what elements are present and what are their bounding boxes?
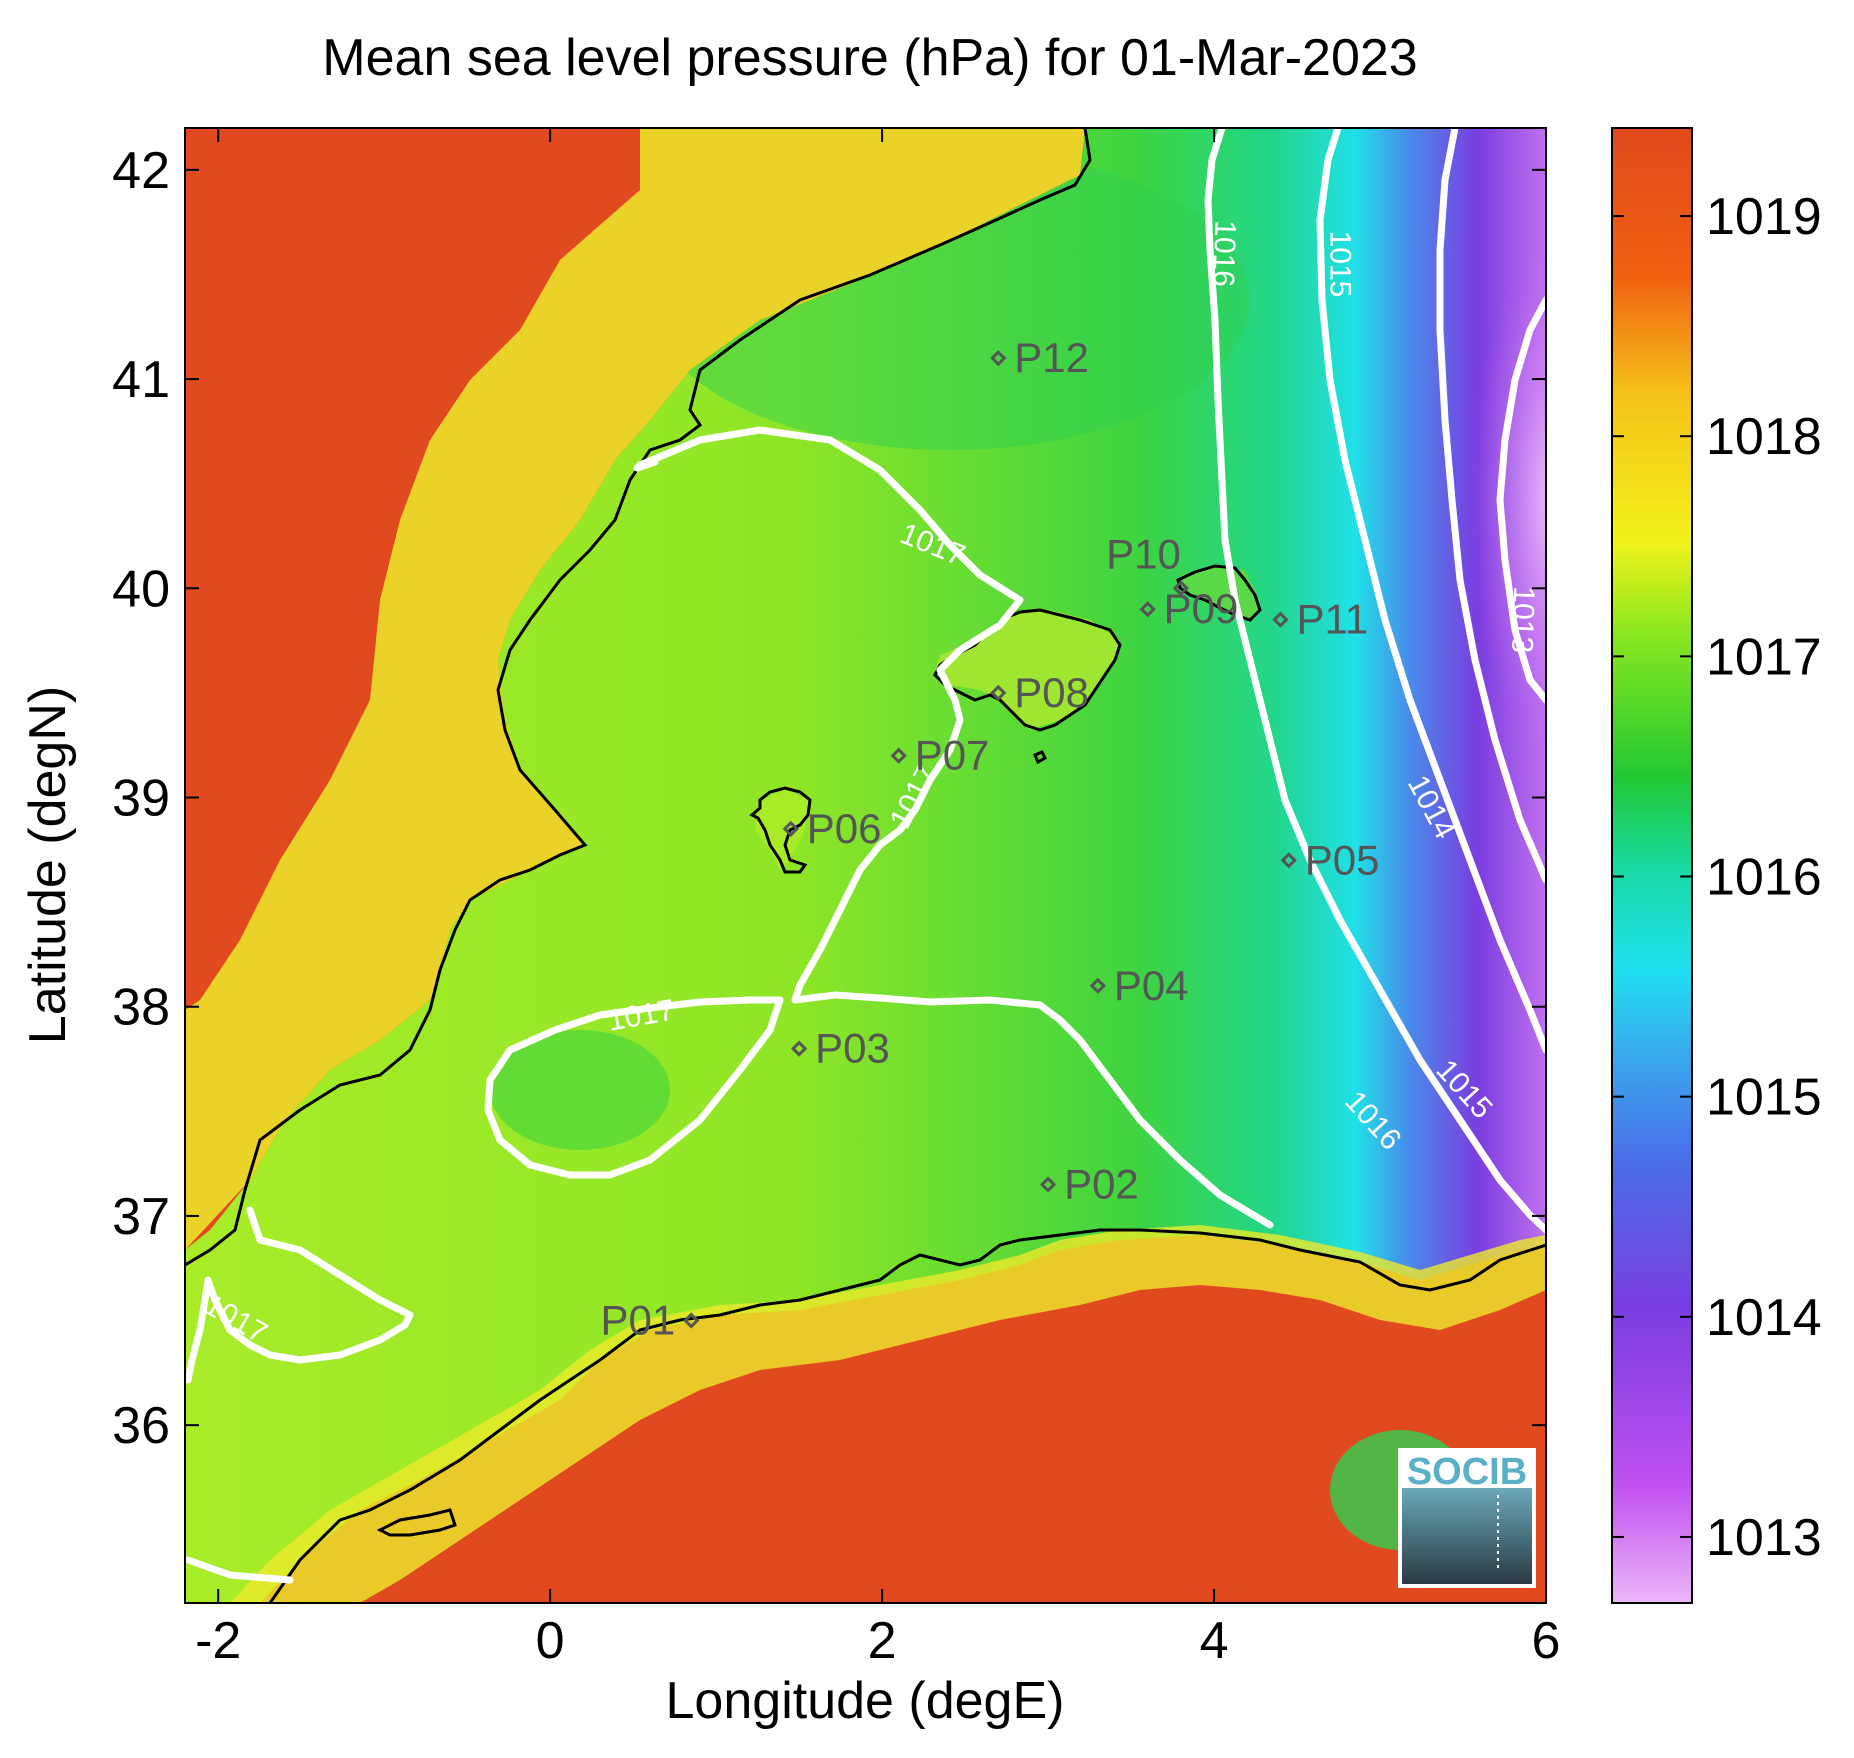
station-label: P03 bbox=[815, 1025, 890, 1072]
station-p07[interactable]: P07 bbox=[890, 732, 990, 779]
station-label: P10 bbox=[1106, 530, 1181, 577]
station-marker bbox=[990, 350, 1007, 367]
x-tick-label: 2 bbox=[868, 1612, 897, 1670]
y-tick-label: 39 bbox=[112, 770, 170, 828]
east-low-pressure-core bbox=[1470, 243, 1546, 757]
station-marker bbox=[1272, 611, 1289, 628]
contour-1017-southwest-loop bbox=[185, 1206, 414, 1384]
y-axis-label: Latitude (degN) bbox=[19, 686, 77, 1044]
station-label: P12 bbox=[1014, 334, 1089, 381]
iberia-highland-patch bbox=[185, 128, 510, 940]
station-label: P11 bbox=[1296, 596, 1368, 643]
x-axis-label: Longitude (degE) bbox=[666, 1672, 1065, 1730]
station-marker bbox=[1280, 852, 1297, 869]
colorbar-fill bbox=[1611, 127, 1693, 1604]
contour-1015 bbox=[1316, 128, 1546, 1054]
ibiza-land bbox=[755, 790, 810, 870]
station-label: P06 bbox=[807, 805, 882, 852]
colorbar-ticks: 1013 1014 1015 1016 1017 1018 1019 bbox=[1612, 188, 1822, 1567]
stations: P01 P02 P03 P04 P05 P06 P07 P08 P09 P10 P11 P12 bbox=[600, 334, 1379, 1343]
station-p11[interactable]: P11 bbox=[1272, 596, 1368, 643]
station-label: P04 bbox=[1114, 962, 1189, 1009]
alboran-island-coastline bbox=[376, 1508, 457, 1537]
colorbar-tick-label: 1014 bbox=[1706, 1289, 1822, 1347]
y-tick-label: 41 bbox=[112, 351, 170, 409]
station-label: P05 bbox=[1305, 836, 1380, 883]
coastlines bbox=[185, 128, 1546, 1603]
socib-logo-text: SOCIB bbox=[1407, 1451, 1527, 1493]
pressure-contours bbox=[185, 128, 1546, 1584]
station-p08[interactable]: P08 bbox=[990, 669, 1089, 716]
socib-logo: SOCIB bbox=[1398, 1448, 1536, 1588]
station-marker bbox=[990, 684, 1007, 702]
station-label: P08 bbox=[1014, 669, 1089, 716]
africa-land bbox=[260, 1235, 1546, 1603]
y-axis: 36 37 38 39 40 41 42 bbox=[112, 142, 1546, 1455]
station-p10[interactable]: P10 bbox=[1106, 530, 1189, 597]
contour-label: 1015 bbox=[1324, 231, 1357, 298]
contour-1013 bbox=[1496, 296, 1546, 704]
station-label: P07 bbox=[915, 732, 990, 779]
menorca-coastline bbox=[1176, 564, 1262, 622]
colorbar-tick-label: 1016 bbox=[1706, 849, 1822, 907]
colorbar-tick-label: 1017 bbox=[1706, 628, 1822, 686]
cabrera-coastline bbox=[1033, 750, 1047, 765]
y-tick-label: 36 bbox=[112, 1397, 170, 1455]
contour-1017-inner-loop bbox=[484, 996, 784, 1179]
y-tick-label: 42 bbox=[112, 142, 170, 200]
station-p01[interactable]: P01 bbox=[600, 1297, 700, 1344]
station-p12[interactable]: P12 bbox=[990, 334, 1089, 381]
station-p04[interactable]: P04 bbox=[1089, 962, 1189, 1009]
africa-coastal-band bbox=[230, 1225, 1546, 1603]
iberia-coastal-band bbox=[185, 128, 1085, 1250]
station-label: P09 bbox=[1164, 585, 1239, 632]
station-p02[interactable]: P02 bbox=[1039, 1161, 1139, 1208]
station-p05[interactable]: P05 bbox=[1280, 836, 1380, 883]
y-tick-label: 40 bbox=[112, 560, 170, 618]
station-marker bbox=[790, 1040, 808, 1057]
station-marker bbox=[1039, 1176, 1057, 1193]
x-tick-label: 4 bbox=[1200, 1612, 1229, 1670]
colorbar-tick-label: 1018 bbox=[1706, 408, 1822, 466]
colorbar: 1013 1014 1015 1016 1017 1018 1019 bbox=[1611, 127, 1822, 1604]
station-marker bbox=[683, 1312, 700, 1329]
x-tick-label: 6 bbox=[1532, 1612, 1561, 1670]
colorbar-tick-label: 1019 bbox=[1706, 188, 1822, 246]
map-frame bbox=[184, 127, 1547, 1604]
contour-1016 bbox=[1204, 128, 1546, 1234]
station-label: P02 bbox=[1064, 1161, 1139, 1208]
iberia-coastline bbox=[185, 128, 1092, 1267]
contour-1017-northwest-fragment bbox=[633, 458, 659, 472]
station-label: P01 bbox=[600, 1297, 675, 1344]
x-axis: -2 0 2 4 6 bbox=[195, 128, 1560, 1670]
contour-1017-corner-fragment bbox=[185, 1556, 294, 1584]
socib-logo-panel bbox=[1402, 1488, 1532, 1584]
x-tick-label: 0 bbox=[536, 1612, 565, 1670]
station-marker bbox=[1172, 580, 1189, 597]
ibiza-coastline bbox=[749, 786, 812, 874]
contour-label: 1013 bbox=[1505, 586, 1540, 654]
station-marker bbox=[782, 820, 799, 838]
contour-label: 1016 bbox=[1206, 220, 1241, 288]
colorbar-tick-label: 1015 bbox=[1706, 1069, 1822, 1127]
africa-coastline bbox=[268, 1228, 1546, 1603]
contour-1017-lower-branch bbox=[791, 991, 1274, 1229]
mallorca-coastline bbox=[933, 608, 1122, 732]
x-tick-label: -2 bbox=[195, 1612, 241, 1670]
station-p03[interactable]: P03 bbox=[790, 1025, 890, 1072]
contour-1017-west-loop bbox=[636, 426, 1024, 1004]
station-p09[interactable]: P09 bbox=[1139, 585, 1239, 632]
station-marker bbox=[890, 747, 907, 764]
sea-green-patch bbox=[490, 1030, 670, 1150]
station-marker bbox=[1089, 977, 1106, 994]
colorbar-tick-label: 1013 bbox=[1706, 1509, 1822, 1567]
y-tick-label: 38 bbox=[112, 979, 170, 1037]
station-marker bbox=[1139, 601, 1156, 618]
station-p06[interactable]: P06 bbox=[782, 805, 882, 852]
figure-title: Mean sea level pressure (hPa) for 01-Mar… bbox=[322, 29, 1417, 87]
contour-1014 bbox=[1436, 128, 1546, 884]
y-tick-label: 37 bbox=[112, 1188, 170, 1246]
